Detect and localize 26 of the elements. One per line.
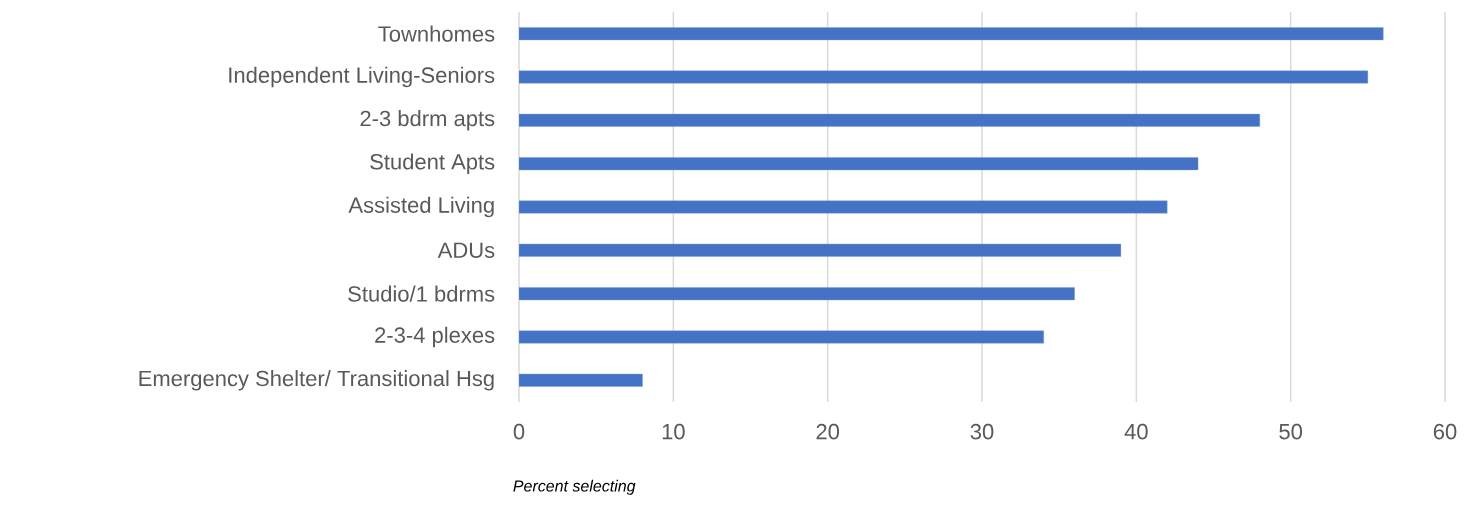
bar (519, 70, 1369, 84)
x-tick-label: 20 (816, 423, 840, 440)
y-tick-label: 2-3-4 plexes (375, 326, 495, 348)
x-tick-label: 40 (1124, 423, 1148, 440)
x-tick-label: 30 (970, 423, 994, 440)
y-tick-label: Independent Living-Seniors (229, 66, 495, 88)
y-tick-label: Assisted Living (348, 196, 494, 218)
y-tick-label: Emergency Shelter/ Transitional Hsg (139, 370, 494, 391)
bar (519, 113, 1260, 127)
bar (519, 200, 1168, 214)
x-tick-label: 60 (1433, 423, 1457, 440)
bar (519, 330, 1044, 344)
bar (519, 373, 643, 387)
y-tick-label: Studio/1 bdrms (348, 285, 495, 302)
y-tick-label: ADUs (437, 242, 495, 259)
bar (519, 243, 1122, 257)
bar (519, 157, 1199, 171)
bar (519, 287, 1075, 301)
y-tick-label: Student Apts (370, 153, 495, 174)
bar (519, 27, 1384, 41)
y-tick-label: Townhomes (378, 25, 495, 42)
x-axis-title: Percent selecting (513, 479, 636, 495)
x-tick-label: 10 (662, 423, 685, 440)
y-tick-label: 2-3 bdrm apts (360, 110, 495, 131)
x-tick-label: 50 (1279, 423, 1303, 440)
x-tick-label: 0 (513, 423, 525, 440)
